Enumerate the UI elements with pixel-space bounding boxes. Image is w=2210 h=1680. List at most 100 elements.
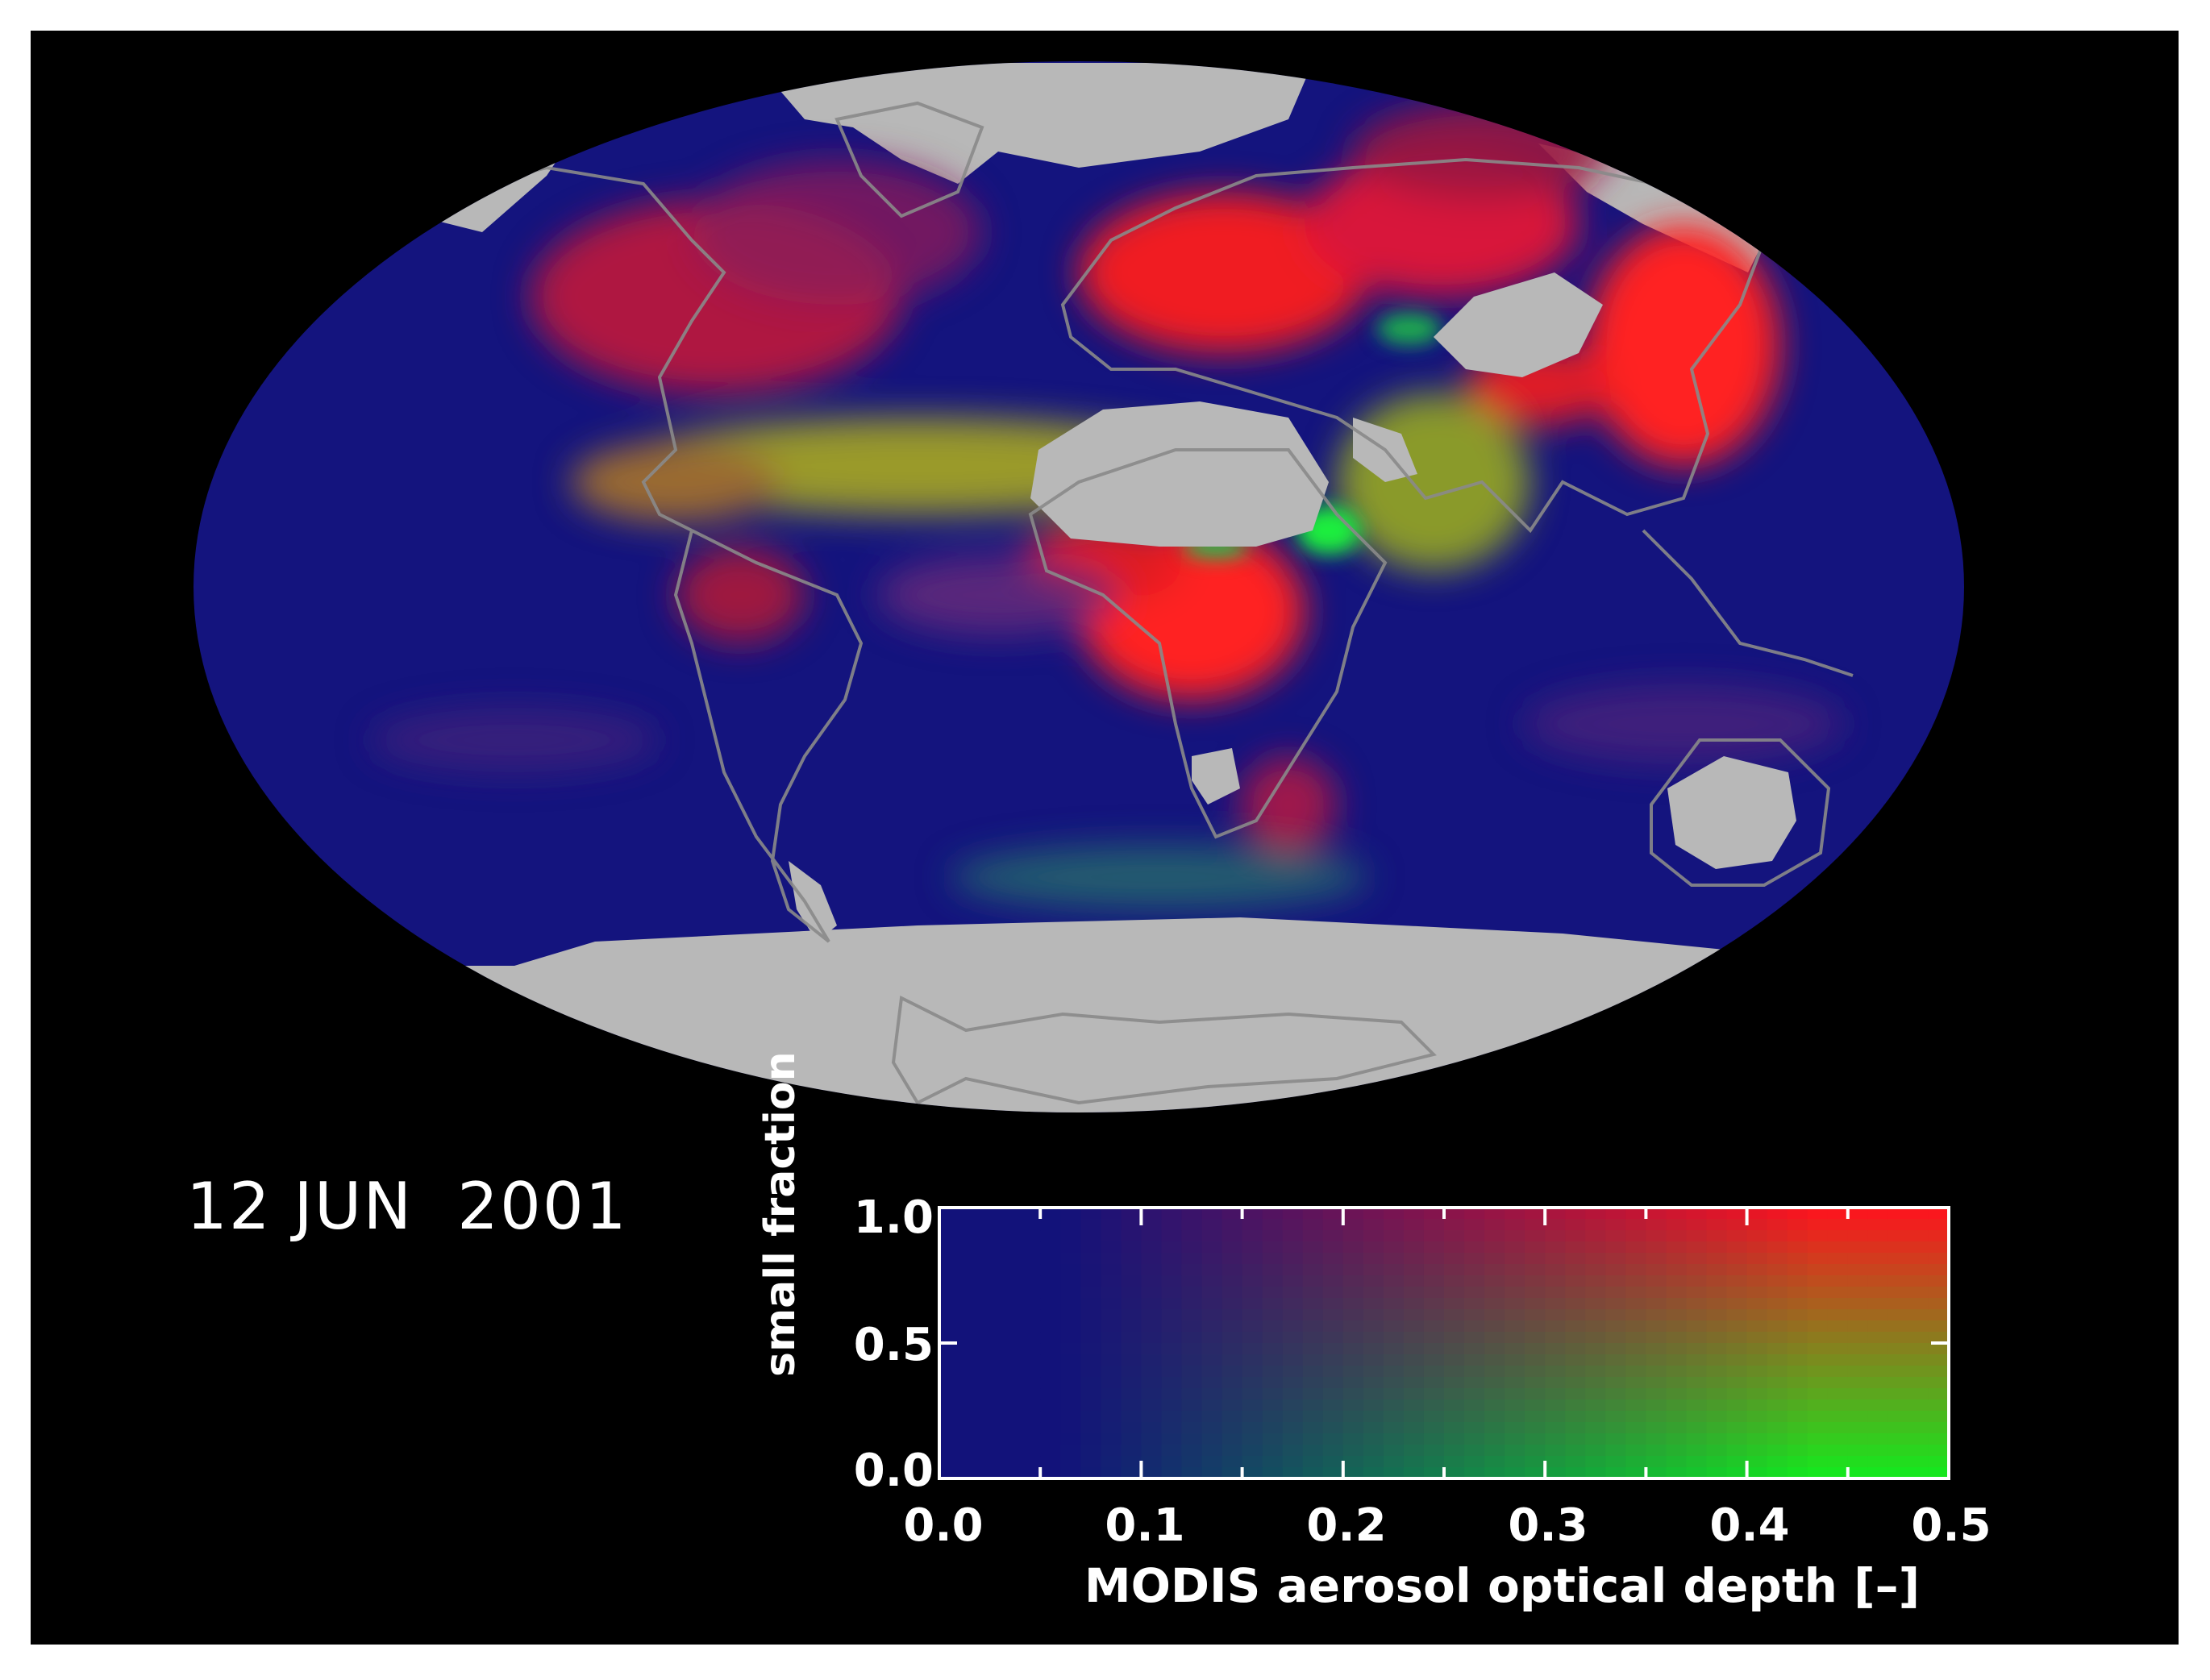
colorbar-cell <box>1605 1433 1626 1445</box>
colorbar-cell <box>1827 1264 1849 1276</box>
colorbar-cell <box>1080 1298 1101 1310</box>
colorbar-cell <box>1887 1219 1909 1231</box>
colorbar-cell <box>1161 1343 1183 1355</box>
colorbar-cell <box>1423 1467 1445 1479</box>
colorbar-cell <box>1706 1320 1728 1333</box>
colorbar-cell <box>1807 1377 1829 1389</box>
colorbar-cell <box>1484 1366 1505 1378</box>
colorbar-cell <box>1827 1275 1849 1287</box>
colorbar-cell <box>1686 1422 1708 1434</box>
colorbar-cell <box>1525 1208 1546 1220</box>
colorbar-cell <box>1908 1467 1929 1479</box>
colorbar-cell <box>1908 1208 1929 1220</box>
colorbar-cell <box>1908 1230 1929 1242</box>
colorbar-cell <box>1060 1433 1081 1445</box>
colorbar-cell <box>1222 1298 1243 1310</box>
colorbar-cell <box>1464 1467 1485 1479</box>
colorbar-cell <box>1403 1366 1425 1378</box>
colorbar-cell <box>1746 1456 1768 1468</box>
colorbar-cell <box>1787 1377 1808 1389</box>
colorbar-cell <box>1585 1433 1606 1445</box>
colorbar-cell <box>1887 1320 1909 1333</box>
colorbar-cell <box>1585 1230 1606 1242</box>
colorbar-cell <box>1201 1287 1223 1299</box>
colorbar-cell <box>1201 1388 1223 1400</box>
colorbar-cell <box>1141 1241 1163 1254</box>
colorbar-cell <box>1383 1399 1405 1412</box>
colorbar-cell <box>1787 1309 1808 1321</box>
colorbar-cell <box>1545 1467 1566 1479</box>
colorbar-cell <box>1040 1320 1061 1333</box>
colorbar-cell <box>1201 1366 1223 1378</box>
colorbar-cell <box>1302 1309 1324 1321</box>
colorbar-cell <box>1585 1422 1606 1434</box>
colorbar-cell <box>1363 1309 1384 1321</box>
colorbar-cell <box>1101 1388 1122 1400</box>
colorbar-cell <box>1625 1241 1646 1254</box>
colorbar-cell <box>1262 1241 1284 1254</box>
colorbar-cell <box>1807 1287 1829 1299</box>
plume-caspian-coarse <box>1377 313 1442 345</box>
colorbar-cell <box>1585 1445 1606 1457</box>
colorbar-cell <box>1807 1264 1829 1276</box>
colorbar-cell <box>1827 1366 1849 1378</box>
colorbar-cell <box>1484 1422 1505 1434</box>
colorbar-cell <box>1726 1298 1748 1310</box>
colorbar-cell <box>1423 1433 1445 1445</box>
colorbar-cell <box>1525 1287 1546 1299</box>
colorbar-cell <box>1383 1343 1405 1355</box>
plume-siberia-north-fine <box>1353 103 1611 200</box>
colorbar-cell <box>1000 1275 1021 1287</box>
colorbar-cell <box>1302 1467 1324 1479</box>
colorbar-cell <box>1383 1275 1405 1287</box>
colorbar-cell <box>1363 1264 1384 1276</box>
colorbar-cell <box>939 1366 960 1378</box>
colorbar-cell <box>1464 1332 1485 1344</box>
colorbar-cell <box>1444 1433 1465 1445</box>
colorbar-cell <box>1464 1354 1485 1366</box>
colorbar-cell <box>1060 1332 1081 1344</box>
colorbar-cell <box>1363 1456 1384 1468</box>
colorbar-cell <box>1928 1275 1950 1287</box>
colorbar-cell <box>1484 1377 1505 1389</box>
colorbar-cell <box>1605 1309 1626 1321</box>
colorbar-cell <box>1585 1366 1606 1378</box>
colorbar-cell <box>1201 1241 1223 1254</box>
colorbar-cell <box>1342 1298 1364 1310</box>
colorbar-cell <box>1101 1399 1122 1412</box>
colorbar-cell <box>1322 1332 1344 1344</box>
colorbar-cell <box>1020 1399 1041 1412</box>
colorbar-cell <box>1746 1366 1768 1378</box>
colorbar-cell <box>1101 1320 1122 1333</box>
colorbar-cell <box>1847 1467 1869 1479</box>
colorbar-cell <box>959 1275 980 1287</box>
colorbar-cell <box>1827 1467 1849 1479</box>
colorbar-cell <box>1847 1422 1869 1434</box>
colorbar-cell <box>1746 1275 1768 1287</box>
colorbar-cell <box>939 1219 960 1231</box>
colorbar-cell <box>1887 1411 1909 1423</box>
colorbar-cell <box>1342 1433 1364 1445</box>
colorbar-cell <box>1101 1264 1122 1276</box>
colorbar-cell <box>1807 1445 1829 1457</box>
colorbar-cell <box>1525 1456 1546 1468</box>
colorbar-cell <box>1505 1208 1525 1220</box>
colorbar-cell <box>1625 1456 1646 1468</box>
colorbar-cell <box>1908 1320 1929 1333</box>
colorbar-cell <box>1444 1377 1465 1389</box>
colorbar-cell <box>1464 1377 1485 1389</box>
colorbar-cell <box>1706 1366 1728 1378</box>
colorbar-cell <box>1161 1275 1183 1287</box>
colorbar-cell <box>1545 1208 1566 1220</box>
colorbar-cell <box>1525 1467 1546 1479</box>
colorbar-cell <box>1161 1366 1183 1378</box>
colorbar-cell <box>1302 1230 1324 1242</box>
colorbar-cell <box>1423 1411 1445 1423</box>
colorbar-cell <box>1060 1253 1081 1265</box>
colorbar-cell <box>1726 1467 1748 1479</box>
colorbar-cell <box>1525 1388 1546 1400</box>
colorbar-cell <box>1505 1230 1525 1242</box>
colorbar-cell <box>1363 1388 1384 1400</box>
colorbar-cell <box>1121 1366 1142 1378</box>
colorbar-cell <box>1646 1320 1667 1333</box>
